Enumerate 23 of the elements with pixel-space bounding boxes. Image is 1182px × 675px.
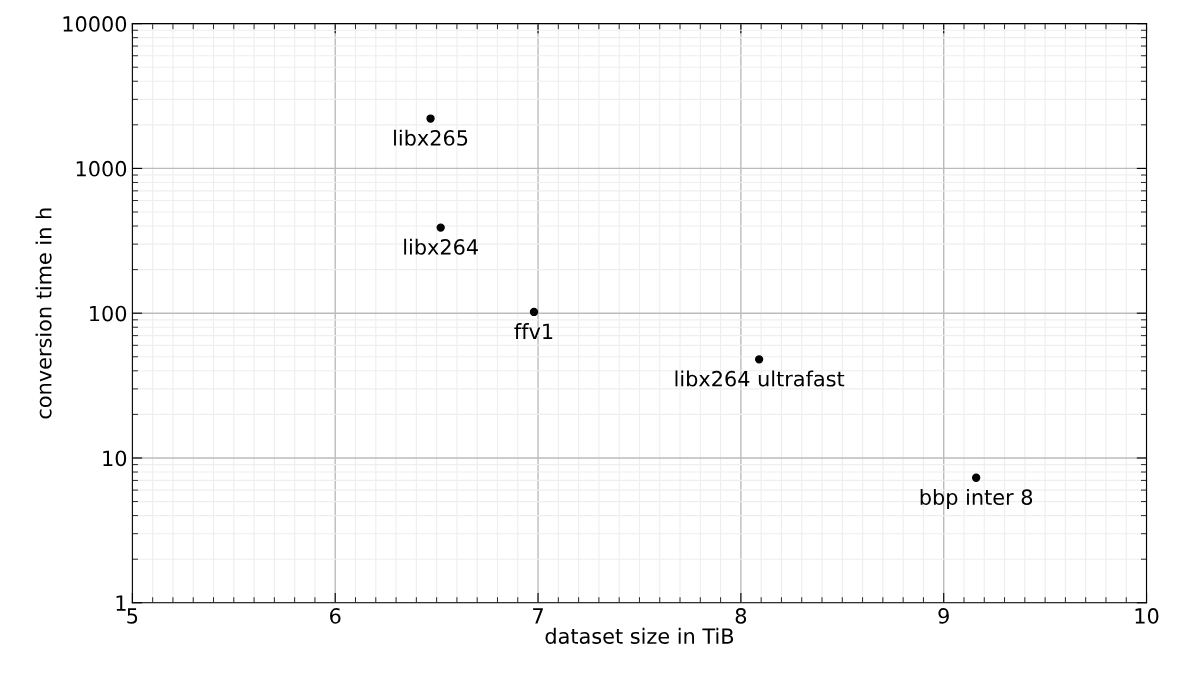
y-tick-label: 100 [90,305,127,322]
y-axis-title: conversion time in h [35,208,52,419]
x-tick-label: 6 [330,608,341,624]
point [971,473,981,482]
y-tick-label: 1 [116,595,126,611]
y-tick-label: 1000 [76,160,127,177]
point [754,355,764,364]
annotation: bbp inter 8 [920,488,1033,510]
point [436,223,445,232]
x-tick-label: 7 [533,608,543,624]
point [426,114,435,123]
x-axis-title: dataset size in TiB [545,627,734,644]
annotation: libx264 ultrafast [675,370,845,387]
x-tick-label: 5 [127,608,138,624]
annotation: ffv1 [514,323,553,339]
y-tick-label: 10000 [63,16,127,32]
annotation: libx264 [404,238,478,255]
x-tick-label: 8 [735,608,747,624]
x-tick-label: 10 [1135,608,1159,624]
annotation: libx265 [394,129,468,146]
y-tick-label: 10 [103,450,127,467]
x-tick-label: 9 [938,608,949,624]
point [529,307,539,317]
